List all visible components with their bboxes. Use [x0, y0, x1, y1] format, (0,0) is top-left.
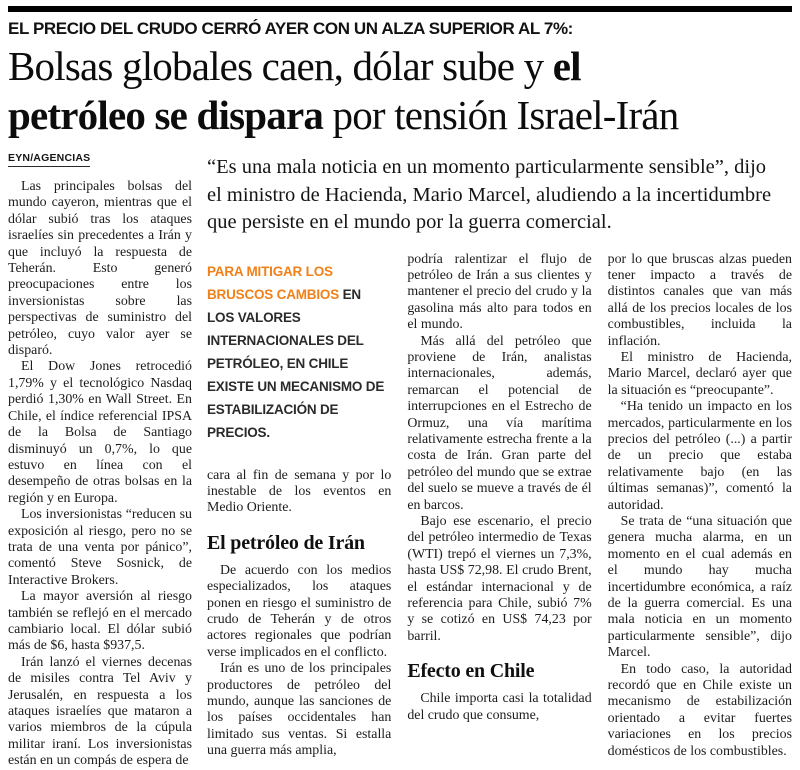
body-paragraph: cara al fin de semana y por lo inestable…	[207, 467, 392, 516]
section-heading-efecto-chile: Efecto en Chile	[407, 660, 535, 683]
article-column-3: podría ralentizar el flujo de petróleo d…	[407, 252, 591, 770]
body-paragraph: El Dow Jones retrocedió 1,79% y el tecno…	[8, 359, 192, 506]
body-paragraph: “Ha tenido un impacto en los mercados, p…	[607, 399, 792, 513]
lead-paragraph: “Es una mala noticia en un momento parti…	[207, 156, 772, 233]
headline-line2-regular: por tensión Israel-Irán	[323, 92, 679, 138]
body-paragraph: Bajo ese escenario, el precio del petról…	[407, 514, 592, 644]
kicker: EL PRECIO DEL CRUDO CERRÓ AYER CON UN AL…	[8, 19, 573, 38]
article-column-1: EYN/AGENCIAS Las principales bolsas del …	[8, 148, 192, 770]
byline: EYN/AGENCIAS	[8, 152, 91, 167]
body-paragraph: Las principales bolsas del mundo cayeron…	[8, 179, 192, 359]
body-paragraph: Los inversionistas “reducen su exposició…	[8, 507, 192, 588]
pull-quote: PARA MITIGAR LOS BRUSCOS CAMBIOS EN LOS …	[207, 252, 391, 444]
body-paragraph: podría ralentizar el flujo de petróleo d…	[407, 251, 592, 333]
article-body: EYN/AGENCIAS Las principales bolsas del …	[8, 148, 792, 770]
pull-quote-rest: EN LOS VALORES INTERNACIONALES DEL PETRÓ…	[207, 286, 385, 440]
headline-line2-bold: petróleo se dispara	[8, 92, 324, 138]
headline: Bolsas globales caen, dólar sube y el pet…	[8, 42, 792, 140]
pull-quote-highlight: PARA MITIGAR LOS BRUSCOS CAMBIOS	[207, 263, 340, 302]
body-paragraph: La mayor aversión al riesgo también se r…	[8, 589, 192, 654]
article-column-4: por lo que bruscas alzas pueden tener im…	[608, 252, 792, 770]
top-rule	[8, 6, 792, 12]
section-heading-petroleo-iran: El petróleo de Irán	[207, 531, 365, 554]
headline-line1-bold: el	[552, 43, 582, 89]
body-paragraph: Irán es uno de los principales productor…	[207, 661, 392, 759]
headline-line1-regular: Bolsas globales caen, dólar sube y	[8, 43, 553, 89]
article-right-block: “Es una mala noticia en un momento parti…	[207, 148, 792, 770]
body-paragraph: Irán lanzó el viernes decenas de misiles…	[8, 654, 192, 769]
body-paragraph: Chile importa casi la totalidad del crud…	[407, 691, 592, 723]
body-paragraph: Más allá del petróleo que proviene de Ir…	[407, 333, 592, 513]
body-paragraph: En todo caso, la autoridad recordó que e…	[607, 661, 792, 759]
body-paragraph: Se trata de “una situación que genera mu…	[607, 514, 792, 661]
body-paragraph: El ministro de Hacienda, Mario Marcel, d…	[607, 349, 792, 398]
news-article: EL PRECIO DEL CRUDO CERRÓ AYER CON UN AL…	[8, 6, 792, 770]
article-column-2: PARA MITIGAR LOS BRUSCOS CAMBIOS EN LOS …	[207, 252, 391, 770]
body-paragraph: De acuerdo con los medios especializados…	[207, 562, 392, 660]
body-paragraph: por lo que bruscas alzas pueden tener im…	[607, 251, 792, 349]
article-columns: PARA MITIGAR LOS BRUSCOS CAMBIOS EN LOS …	[207, 252, 792, 770]
